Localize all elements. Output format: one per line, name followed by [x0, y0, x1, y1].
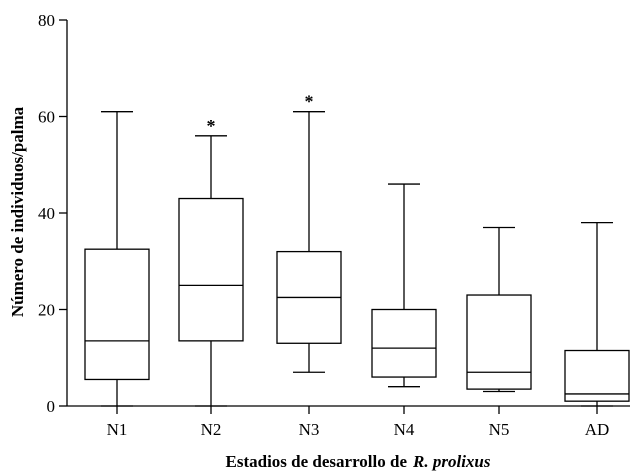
x-tick-label-n2: N2 [201, 420, 222, 439]
y-tick-label-0: 0 [47, 397, 56, 416]
x-tick-label-n3: N3 [299, 420, 320, 439]
iqr-box-n1 [84, 248, 150, 381]
box-n1 [84, 111, 150, 407]
y-axis-title: Número de individuos/palma [8, 106, 27, 317]
box-n5 [466, 226, 532, 393]
box-n4 [371, 183, 437, 388]
y-tick-label-40: 40 [38, 204, 55, 223]
y-axis: 0 20 40 60 80 [38, 11, 68, 416]
box-series: ** [84, 92, 630, 407]
x-axis-title-text: Estadios de desarrollo de [226, 452, 408, 471]
iqr-box-ad [564, 349, 630, 402]
box-n2: * [178, 116, 244, 407]
y-tick-label-60: 60 [38, 108, 55, 127]
x-axis-title-species: R. prolixus [412, 452, 491, 471]
y-tick-label-20: 20 [38, 301, 55, 320]
iqr-box-n4 [371, 308, 437, 378]
y-tick-label-80: 80 [38, 11, 55, 30]
iqr-box-n5 [466, 294, 532, 390]
x-axis-title: Estadios de desarrollo de R. prolixus [226, 452, 491, 471]
x-axis: N1 N2 N3 N4 N5 AD [67, 405, 630, 439]
x-tick-label-ad: AD [585, 420, 610, 439]
significance-marker-n3: * [305, 92, 314, 112]
x-tick-label-n1: N1 [107, 420, 128, 439]
iqr-box-n2 [178, 197, 244, 342]
significance-marker-n2: * [207, 116, 216, 136]
box-n3: * [276, 92, 342, 373]
x-tick-label-n4: N4 [394, 420, 415, 439]
box-ad [564, 221, 630, 407]
x-tick-label-n5: N5 [489, 420, 510, 439]
